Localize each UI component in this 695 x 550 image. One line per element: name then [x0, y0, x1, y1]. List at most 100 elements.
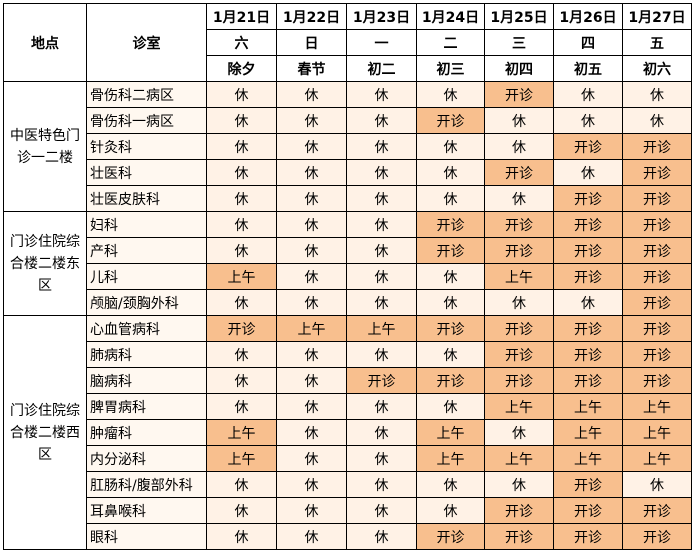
schedule-cell: 开诊: [553, 471, 623, 498]
schedule-cell: 开诊: [553, 367, 623, 394]
schedule-cell: 开诊: [416, 523, 485, 550]
schedule-cell: 休: [276, 81, 347, 108]
schedule-cell: 休: [206, 523, 277, 550]
schedule-cell: 休: [276, 133, 347, 160]
weekday-header: 四: [553, 29, 623, 56]
dept-cell: 颅脑/颈胸外科: [86, 289, 207, 316]
schedule-cell: 上午: [622, 419, 692, 446]
schedule-cell: 开诊: [553, 133, 623, 160]
schedule-cell: 休: [276, 211, 347, 238]
schedule-cell: 开诊: [622, 211, 692, 238]
schedule-cell: 休: [276, 341, 347, 368]
schedule-cell: 休: [416, 471, 485, 498]
schedule-cell: 上午: [553, 419, 623, 446]
schedule-cell: 开诊: [553, 263, 623, 290]
lunar-header: 初二: [346, 55, 417, 82]
date-header: 1月21日: [206, 3, 277, 30]
date-header: 1月27日: [622, 3, 692, 30]
schedule-cell: 开诊: [206, 315, 277, 342]
date-header: 1月25日: [484, 3, 554, 30]
table-row: 儿科 上午休休休上午 开诊 开诊: [4, 263, 692, 290]
schedule-cell: 休: [206, 211, 277, 238]
date-header: 1月22日: [276, 3, 347, 30]
schedule-cell: 开诊: [416, 107, 485, 134]
schedule-cell: 开诊: [484, 211, 554, 238]
schedule-cell: 开诊: [622, 185, 692, 212]
schedule-cell: 休: [346, 263, 417, 290]
schedule-cell: 休: [276, 367, 347, 394]
schedule-cell: 休: [622, 81, 692, 108]
schedule-cell: 上午: [206, 419, 277, 446]
schedule-cell: 开诊: [622, 237, 692, 264]
schedule-cell: 开诊: [484, 367, 554, 394]
schedule-cell: 休: [346, 523, 417, 550]
schedule-cell: 上午: [553, 445, 623, 472]
schedule-cell: 休: [416, 263, 485, 290]
schedule-cell: 开诊: [622, 523, 692, 550]
table-row: 中医特色门诊一二楼 骨伤科二病区休休休休开诊休休: [3, 81, 692, 212]
dept-cell: 肺病科: [86, 341, 207, 368]
table-row: 脾胃病科休休休休上午 上午 上午: [4, 393, 692, 420]
table-row: 耳鼻喉科休休休休开诊 开诊 开诊: [4, 497, 692, 524]
schedule-cell: 上午: [484, 263, 554, 290]
dept-cell: 耳鼻喉科: [86, 497, 207, 524]
schedule-cell: 开诊: [484, 497, 554, 524]
table-row: 壮医皮肤科休休休休休开诊 开诊: [4, 185, 692, 212]
weekday-header: 三: [484, 29, 554, 56]
schedule-cell: 休: [276, 185, 347, 212]
schedule-cell: 休: [416, 341, 485, 368]
table-row: 门诊住院综合楼二楼西区 心血管病科 开诊 上午 上午 开诊 开诊 开诊 开诊: [3, 315, 692, 550]
schedule-cell: 休: [346, 237, 417, 264]
schedule-cell: 休: [276, 419, 347, 446]
schedule-cell: 上午: [346, 315, 417, 342]
schedule-cell: 休: [346, 445, 417, 472]
schedule-cell: 休: [346, 185, 417, 212]
schedule-cell: 休: [206, 341, 277, 368]
schedule-cell: 休: [346, 81, 417, 108]
location-header: 地点: [3, 3, 87, 82]
lunar-header: 初五: [553, 55, 623, 82]
schedule-cell: 休: [206, 497, 277, 524]
schedule-cell: 开诊: [622, 341, 692, 368]
schedule-cell: 开诊: [622, 159, 692, 186]
schedule-cell: 休: [206, 133, 277, 160]
schedule-cell: 休: [206, 107, 277, 134]
schedule-cell: 上午: [416, 419, 485, 446]
schedule-cell: 开诊: [346, 367, 417, 394]
schedule-cell: 休: [416, 497, 485, 524]
date-header: 1月23日: [346, 3, 417, 30]
schedule-cell: 休: [416, 393, 485, 420]
schedule-cell: 休: [553, 107, 623, 134]
schedule-cell: 开诊: [484, 237, 554, 264]
table-row: 脑病科休休开诊 开诊 开诊 开诊 开诊: [4, 367, 692, 394]
dept-cell: 妇科: [86, 211, 207, 238]
schedule-cell: 休: [276, 445, 347, 472]
schedule-cell: 开诊: [553, 185, 623, 212]
schedule-cell: 休: [276, 523, 347, 550]
dept-header: 诊室: [86, 3, 207, 82]
table-row: 肺病科休休休休开诊 开诊 开诊: [4, 341, 692, 368]
dept-cell: 针灸科: [86, 133, 207, 160]
schedule-cell: 上午: [276, 315, 347, 342]
schedule-cell: 上午: [553, 393, 623, 420]
schedule-cell: 休: [346, 159, 417, 186]
schedule-cell: 休: [276, 237, 347, 264]
schedule-cell: 休: [416, 81, 485, 108]
schedule-cell: 休: [276, 107, 347, 134]
table-row: 眼科休休休开诊 开诊 开诊 开诊: [4, 523, 692, 550]
schedule-cell: 开诊: [553, 497, 623, 524]
schedule-cell: 开诊: [553, 523, 623, 550]
table-row: 肿瘤科 上午休休上午休上午 上午: [4, 419, 692, 446]
schedule-cell: 开诊: [416, 211, 485, 238]
schedule-cell: 开诊: [622, 315, 692, 342]
schedule-cell: 休: [553, 159, 623, 186]
schedule-cell: 休: [484, 133, 554, 160]
schedule-cell: 休: [276, 393, 347, 420]
weekday-header: 五: [622, 29, 692, 56]
dept-cell: 壮医皮肤科: [86, 185, 207, 212]
dept-cell: 脑病科: [86, 367, 207, 394]
table-row: 肛肠科/腹部外科休休休休休开诊休: [4, 471, 692, 498]
dept-cell: 肿瘤科: [86, 419, 207, 446]
schedule-cell: 休: [484, 419, 554, 446]
schedule-cell: 开诊: [622, 263, 692, 290]
